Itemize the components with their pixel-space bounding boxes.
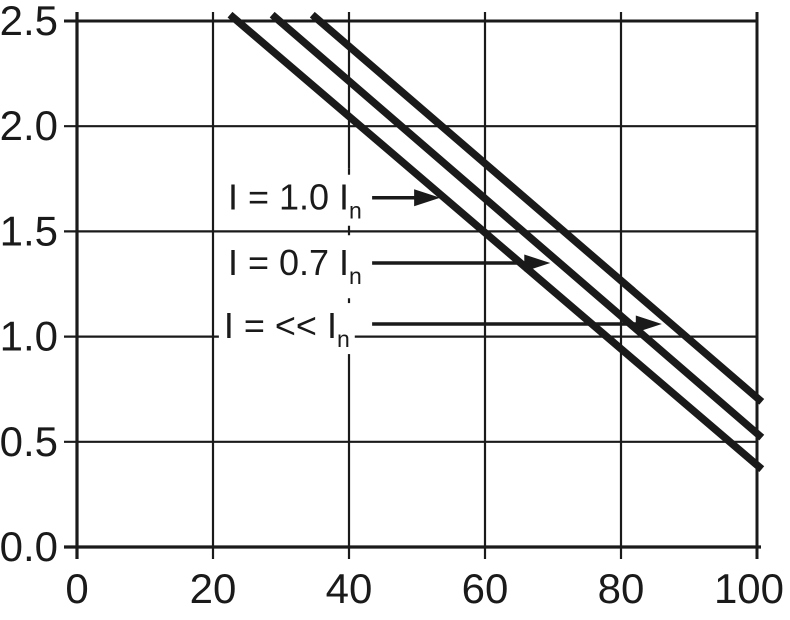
x-tick-label-60: 60	[462, 565, 509, 612]
annotation-arrowhead	[524, 254, 551, 272]
y-tick-label-2-0: 2.0	[0, 102, 58, 149]
annotation-label-bg	[222, 239, 367, 291]
y-tick-label-0-0: 0.0	[0, 523, 58, 570]
annotation-label-bg	[218, 303, 355, 355]
annotation-label-i-1-0-in: I = 1.0 In	[228, 177, 362, 224]
x-tick-label-40: 40	[326, 565, 373, 612]
annotation-label-i-in: I = << In	[224, 305, 350, 352]
y-tick-label-1-0: 1.0	[0, 313, 58, 360]
x-tick-label-80: 80	[598, 565, 645, 612]
y-tick-label-0-5: 0.5	[0, 418, 58, 465]
series-line-i-0-7-in	[269, 11, 765, 441]
y-tick-label-1-5: 1.5	[0, 207, 58, 254]
annotation-arrowhead	[635, 315, 662, 333]
annotation-label-i-0-7-in: I = 0.7 In	[228, 242, 362, 289]
annotation-arrowhead	[414, 189, 441, 207]
x-tick-label-0: 0	[65, 565, 88, 612]
y-tick-label-2-5: 2.5	[0, 0, 58, 44]
series-line-i-1-0-in	[227, 11, 765, 473]
annotation-label-bg	[222, 174, 367, 226]
series-line-i-in	[309, 11, 765, 405]
x-tick-label-100: 100	[714, 565, 784, 612]
x-tick-label-20: 20	[190, 565, 237, 612]
